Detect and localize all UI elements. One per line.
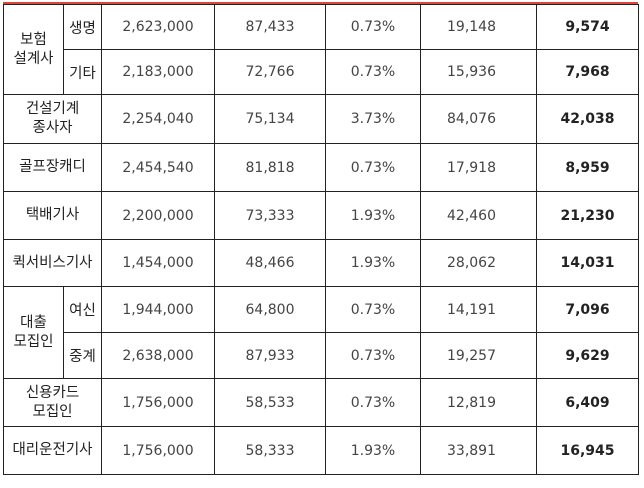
cell-premium-share: 16,945 — [536, 426, 639, 475]
table-row: 대출 모집인 여신 1,944,000 64,800 0.73% 14,191 … — [3, 286, 639, 379]
cell-premium-share: 21,230 — [536, 191, 639, 240]
cell-monthly: 87,433 — [214, 4, 326, 50]
cell-monthly: 58,533 — [214, 378, 326, 427]
cell-monthly: 48,466 — [214, 239, 326, 287]
cell-premium-share: 8,959 — [536, 143, 639, 192]
cell-monthly: 72,766 — [214, 49, 326, 95]
top-accent-line — [3, 2, 638, 4]
cell-premium-share: 7,968 — [536, 49, 639, 95]
cell-rate: 0.73% — [325, 49, 421, 95]
cell-rate: 0.73% — [325, 332, 421, 379]
cell-monthly: 75,134 — [214, 94, 326, 144]
cell-premium-total: 17,918 — [420, 143, 537, 192]
cell-premium-total: 14,191 — [420, 286, 537, 333]
table-row: 건설기계 종사자 2,254,040 75,134 3.73% 84,076 4… — [3, 94, 639, 144]
table-row: 중계 2,638,000 87,933 0.73% 19,257 9,629 — [4, 332, 639, 379]
cell-monthly: 81,818 — [214, 143, 326, 192]
cell-rate: 0.73% — [325, 4, 421, 50]
row-label: 택배기사 — [3, 191, 102, 240]
row-label: 신용카드 모집인 — [3, 378, 102, 427]
cell-premium-share: 9,629 — [536, 332, 639, 379]
premium-table: 보험 설계사 생명 2,623,000 87,433 0.73% 19,148 … — [3, 4, 639, 475]
row-label: 건설기계 종사자 — [3, 94, 102, 144]
cell-monthly: 58,333 — [214, 426, 326, 475]
cell-rate: 0.73% — [325, 378, 421, 427]
cell-income: 2,623,000 — [101, 4, 215, 50]
cell-income: 2,454,540 — [101, 143, 215, 192]
cell-premium-total: 15,936 — [420, 49, 537, 95]
cell-premium-share: 9,574 — [536, 4, 639, 50]
cell-rate: 1.93% — [325, 239, 421, 287]
cell-premium-total: 42,460 — [420, 191, 537, 240]
table-row: 골프장캐디 2,454,540 81,818 0.73% 17,918 8,95… — [3, 143, 639, 192]
table-row: 기타 2,183,000 72,766 0.73% 15,936 7,968 — [4, 49, 639, 95]
cell-premium-total: 28,062 — [420, 239, 537, 287]
cell-premium-share: 7,096 — [536, 286, 639, 333]
sub-label: 여신 — [63, 286, 102, 333]
cell-income: 2,183,000 — [101, 49, 215, 95]
cell-income: 2,638,000 — [101, 332, 215, 379]
table-row: 퀵서비스기사 1,454,000 48,466 1.93% 28,062 14,… — [3, 239, 639, 287]
cell-rate: 1.93% — [325, 191, 421, 240]
cell-premium-total: 33,891 — [420, 426, 537, 475]
row-label: 대리운전기사 — [3, 426, 102, 475]
sub-label: 기타 — [63, 49, 102, 95]
group-label-loan: 대출 모집인 — [3, 286, 64, 379]
cell-rate: 0.73% — [325, 286, 421, 333]
sub-label: 중계 — [63, 332, 102, 379]
table-row: 택배기사 2,200,000 73,333 1.93% 42,460 21,23… — [3, 191, 639, 240]
cell-rate: 1.93% — [325, 426, 421, 475]
table-row: 대리운전기사 1,756,000 58,333 1.93% 33,891 16,… — [3, 426, 639, 475]
table-row: 신용카드 모집인 1,756,000 58,533 0.73% 12,819 6… — [3, 378, 639, 427]
cell-rate: 3.73% — [325, 94, 421, 144]
cell-income: 1,944,000 — [101, 286, 215, 333]
table-row: 보험 설계사 생명 2,623,000 87,433 0.73% 19,148 … — [3, 4, 639, 95]
cell-monthly: 73,333 — [214, 191, 326, 240]
cell-income: 1,454,000 — [101, 239, 215, 287]
cell-premium-share: 42,038 — [536, 94, 639, 144]
cell-income: 2,254,040 — [101, 94, 215, 144]
cell-premium-share: 14,031 — [536, 239, 639, 287]
group-label-insurance: 보험 설계사 — [3, 4, 64, 95]
cell-income: 1,756,000 — [101, 378, 215, 427]
row-label: 골프장캐디 — [3, 143, 102, 192]
cell-income: 2,200,000 — [101, 191, 215, 240]
cell-premium-total: 12,819 — [420, 378, 537, 427]
cell-premium-total: 19,148 — [420, 4, 537, 50]
row-label: 퀵서비스기사 — [3, 239, 102, 287]
cell-income: 1,756,000 — [101, 426, 215, 475]
cell-premium-total: 84,076 — [420, 94, 537, 144]
sub-label: 생명 — [63, 4, 102, 50]
cell-monthly: 87,933 — [214, 332, 326, 379]
cell-premium-total: 19,257 — [420, 332, 537, 379]
cell-rate: 0.73% — [325, 143, 421, 192]
cell-monthly: 64,800 — [214, 286, 326, 333]
cell-premium-share: 6,409 — [536, 378, 639, 427]
